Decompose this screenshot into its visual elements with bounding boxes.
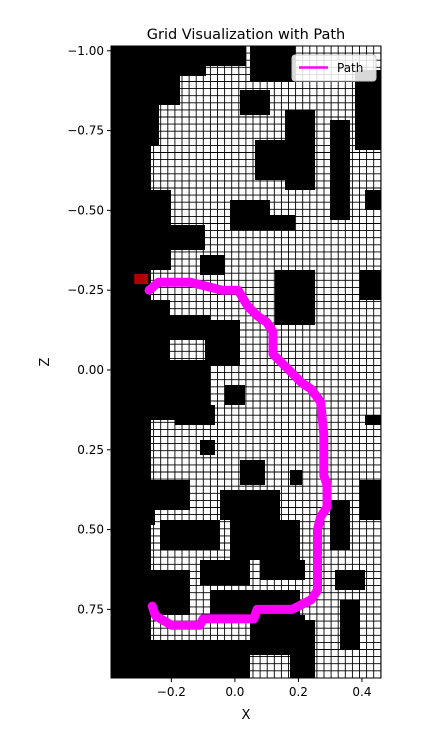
obstacle-cell: [365, 415, 381, 425]
obstacle-cell: [160, 520, 220, 550]
obstacle-cell: [111, 190, 171, 270]
path-series-line: [144, 277, 332, 630]
x-tick-label: 0.4: [352, 685, 371, 699]
y-tick-label: −0.50: [67, 203, 104, 217]
y-tick-label: −0.25: [67, 283, 104, 297]
obstacle-cell: [150, 480, 190, 510]
obstacle-cell: [290, 620, 315, 678]
obstacle-cell: [355, 70, 381, 150]
legend-box: [291, 54, 377, 82]
obstacle-cell: [205, 320, 240, 365]
obstacle-cell: [170, 315, 210, 340]
obstacle-cell: [240, 90, 270, 115]
legend: Path: [291, 54, 377, 82]
obstacle-cell: [360, 480, 381, 520]
obstacle-cell: [230, 200, 270, 230]
x-tick-label: 0.2: [289, 685, 308, 699]
obstacle-cell: [130, 500, 155, 525]
plot-frame: [110, 45, 382, 679]
obstacle-cell: [140, 75, 180, 105]
y-tick-label: −0.75: [67, 124, 104, 138]
obstacle-cell: [175, 405, 215, 425]
obstacle-cell: [290, 470, 302, 485]
obstacle-cell: [230, 520, 300, 560]
y-axis: −1.00 −0.75 −0.50 −0.25 0.00 0.25 0.50 0.75: [67, 44, 111, 616]
obstacle-cell: [260, 560, 305, 580]
obstacle-cell: [165, 225, 205, 250]
obstacle-cell: [225, 385, 245, 405]
obstacle-cell: [200, 255, 225, 275]
obstacle-cells: [111, 46, 381, 678]
y-tick-label: 0.25: [77, 443, 104, 457]
x-axis: −0.2 0.0 0.2 0.4: [157, 678, 371, 699]
obstacle-cell: [150, 400, 180, 420]
start-marker: [134, 274, 149, 285]
obstacle-cell: [330, 500, 350, 550]
obstacle-cell: [140, 640, 250, 678]
obstacle-cell: [360, 270, 381, 300]
obstacle-cell: [111, 620, 141, 660]
obstacle-cell: [111, 540, 151, 610]
obstacle-cell: [340, 600, 360, 650]
y-tick-label: 0.00: [77, 363, 104, 377]
obstacle-cell: [111, 360, 131, 420]
obstacle-cell: [140, 360, 210, 405]
obstacle-cell: [270, 215, 295, 230]
obstacle-cell: [206, 46, 246, 66]
obstacle-cell: [220, 490, 280, 520]
obstacle-cell: [255, 140, 295, 180]
obstacle-cell: [111, 46, 206, 76]
y-tick-label: 0.75: [77, 602, 104, 616]
obstacle-cell: [111, 455, 131, 545]
y-tick-label: −1.00: [67, 44, 104, 58]
obstacle-cell: [335, 570, 365, 590]
obstacle-cell: [111, 280, 136, 360]
obstacle-cell: [200, 560, 250, 585]
series-layer: [134, 274, 332, 630]
legend-label-path: Path: [337, 61, 363, 75]
plot-area: [111, 46, 381, 678]
x-tick-label: 0.0: [225, 685, 244, 699]
obstacle-cell: [275, 270, 315, 325]
x-tick-label: −0.2: [157, 685, 186, 699]
x-axis-label: X: [242, 708, 251, 723]
y-axis-label: Z: [38, 357, 53, 366]
obstacle-cell: [365, 190, 381, 210]
obstacle-cell: [200, 440, 215, 455]
obstacle-cell: [330, 120, 350, 220]
chart-title: Grid Visualization with Path: [147, 27, 345, 43]
obstacle-cell: [111, 420, 141, 460]
obstacle-cell: [250, 46, 295, 81]
obstacle-cell: [240, 460, 265, 485]
y-tick-label: 0.50: [77, 523, 104, 537]
